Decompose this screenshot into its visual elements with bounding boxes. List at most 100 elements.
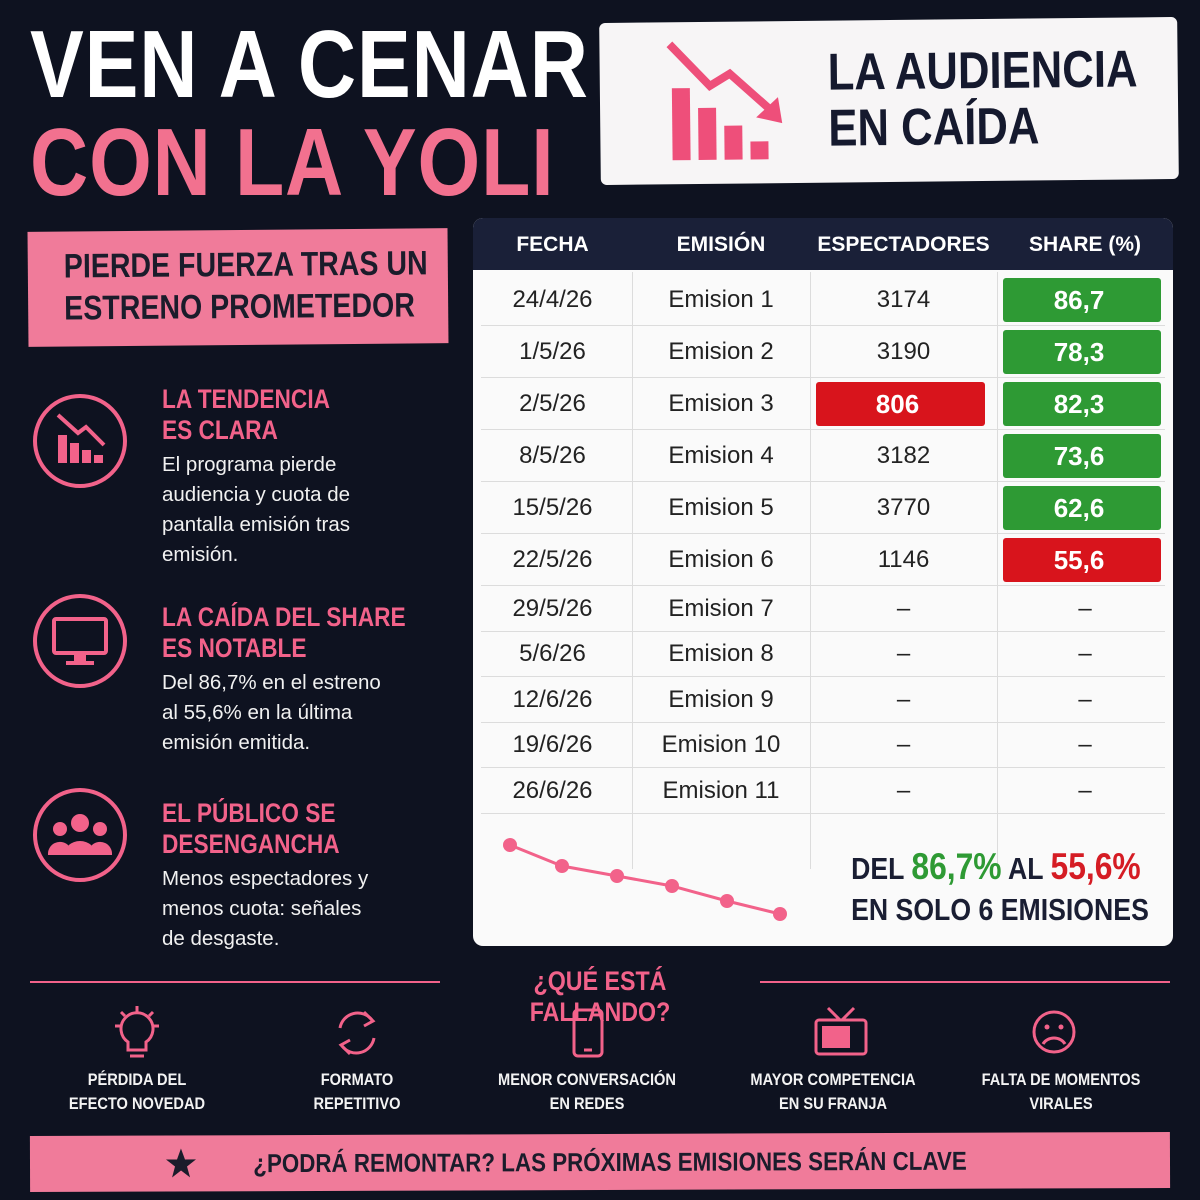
- point-text-line: emisión emitida.: [162, 731, 311, 754]
- table-cell: –: [896, 731, 911, 759]
- table-cell: –: [896, 776, 911, 804]
- row-separator: [481, 721, 1165, 723]
- table-cell: 3770: [876, 494, 931, 521]
- table-cell: Emision 7: [668, 594, 774, 622]
- table-cell: 806: [875, 388, 920, 419]
- footer-band: ¿PODRÁ REMONTAR? LAS PRÓXIMAS EMISIONES …: [29, 1132, 1171, 1192]
- point-title-line: DESENGANCHA: [162, 829, 340, 859]
- point-text-line: Del 86,7% en el estreno: [162, 671, 381, 694]
- badge-icon: [666, 41, 783, 161]
- data-panel: FECHA EMISIÓN ESPECTADORES SHARE (%) 24/4/26…: [473, 218, 1173, 946]
- table-cell: –: [1078, 731, 1092, 759]
- failing-item-line: PÉRDIDA DEL: [87, 1070, 187, 1089]
- point-text: Menos espectadores y menos cuota: señales…: [162, 864, 368, 954]
- point-title-line: ES CLARA: [162, 415, 278, 445]
- cell-highlight: [1003, 382, 1161, 426]
- table-cell: 26/6/26: [512, 776, 593, 804]
- title-line: VEN A CENAR: [30, 11, 589, 118]
- table-cell: Emision 6: [668, 546, 774, 573]
- row-separator: [481, 533, 1165, 534]
- title: VEN A CENAR CON LA YOLI: [30, 11, 695, 216]
- row-separator: [481, 429, 1165, 430]
- table-cell: 15/5/26: [512, 494, 593, 521]
- point-text-line: menos cuota: señales: [162, 897, 362, 920]
- summary-text: EN SOLO 6 EMISIONES: [851, 892, 1149, 927]
- point-text-line: emisión.: [162, 543, 239, 566]
- column-separator: [997, 272, 998, 869]
- column-header: EMISIÓN: [676, 233, 766, 256]
- title-line: CON LA YOLI: [30, 109, 555, 216]
- row-separator: [481, 812, 1165, 814]
- cell-highlight: [1003, 486, 1161, 530]
- table-cell: –: [896, 594, 911, 622]
- point-title-line: LA CAÍDA DEL SHARE: [162, 602, 406, 632]
- table-cell: 62,6: [1053, 492, 1105, 523]
- column-separator: [810, 272, 811, 869]
- failing-item-line: EN REDES: [549, 1094, 625, 1113]
- point-text-line: El programa pierde: [162, 453, 337, 476]
- table-cell: 82,3: [1053, 388, 1105, 419]
- cell-highlight: [1003, 278, 1161, 322]
- column-header: ESPECTADORES: [817, 233, 990, 256]
- badge-line: LA AUDIENCIA: [827, 40, 1138, 102]
- table-cell: Emision 3: [668, 390, 774, 417]
- row-separator: [481, 630, 1165, 632]
- table-cell: –: [1078, 685, 1092, 713]
- table-cell: 73,6: [1053, 440, 1105, 471]
- point-title: LA CAÍDA DEL SHARE ES NOTABLE: [162, 602, 452, 664]
- table-cell: Emision 5: [668, 494, 774, 521]
- subtitle-band: PIERDE FUERZA TRAS UN ESTRENO PROMETEDOR: [27, 228, 449, 347]
- failing-item: FORMATO REPETITIVO: [237, 1068, 477, 1116]
- table-cell: –: [1078, 640, 1092, 668]
- section-title: ¿QUÉ ESTÁ FALLANDO?: [529, 966, 671, 1027]
- failing-icons: [115, 1006, 1076, 1058]
- point-text-line: pantalla emisión tras: [162, 513, 351, 536]
- point-title: EL PÚBLICO SE DESENGANCHA: [162, 798, 374, 860]
- table-cell: Emision 9: [668, 685, 774, 713]
- table-cell: Emision 11: [662, 776, 780, 804]
- divider: [30, 981, 440, 983]
- failing-item: FALTA DE MOMENTOS VIRALES: [941, 1068, 1181, 1116]
- failing-item: MENOR CONVERSACIÓN EN REDES: [467, 1068, 707, 1116]
- table-cell: 1146: [877, 546, 930, 573]
- table-cell: 3182: [876, 442, 931, 469]
- point-title: LA TENDENCIA ES CLARA: [162, 384, 362, 446]
- point-title-line: EL PÚBLICO SE: [162, 798, 336, 828]
- table-cell: –: [1078, 594, 1092, 622]
- footer-text: ¿PODRÁ REMONTAR? LAS PRÓXIMAS EMISIONES …: [253, 1145, 967, 1179]
- table-cell: Emision 10: [661, 731, 781, 759]
- row-separator: [481, 585, 1165, 586]
- failing-item-line: MAYOR COMPETENCIA: [750, 1070, 916, 1089]
- table-cell: –: [896, 640, 911, 668]
- point-icons: [33, 394, 127, 882]
- point-text-line: audiencia y cuota de: [162, 483, 351, 506]
- table-cell: 3174: [876, 286, 931, 313]
- summary-text: DEL: [851, 851, 904, 886]
- cell-highlight: [1003, 538, 1161, 582]
- table-cell: 3190: [876, 338, 931, 365]
- summary-value: 55,6%: [1050, 846, 1141, 887]
- divider: [760, 981, 1170, 983]
- table-cell: 1/5/26: [519, 338, 586, 365]
- point-text-line: al 55,6% en la última: [162, 701, 353, 724]
- table-cell: 24/4/26: [512, 286, 593, 313]
- table-cell: 86,7: [1053, 284, 1105, 315]
- column-header: SHARE (%): [1028, 233, 1141, 256]
- table-cell: 2/5/26: [519, 390, 586, 417]
- failing-item-line: MENOR CONVERSACIÓN: [498, 1070, 676, 1089]
- failing-item-line: REPETITIVO: [313, 1094, 401, 1113]
- subtitle-line: ESTRENO PROMETEDOR: [64, 286, 416, 328]
- failing-item-line: FORMATO: [320, 1070, 394, 1089]
- point-text-line: Menos espectadores y: [162, 867, 369, 890]
- point-text-line: de desgaste.: [162, 927, 280, 950]
- point-text: Del 86,7% en el estreno al 55,6% en la úl…: [162, 668, 381, 758]
- star-icon: [165, 1148, 196, 1178]
- cell-highlight: [816, 382, 985, 426]
- table-cell: –: [896, 685, 911, 713]
- summary-value: 86,7%: [911, 846, 1002, 887]
- column-header: FECHA: [516, 233, 589, 256]
- table-cell: 55,6: [1053, 544, 1105, 575]
- badge-line: EN CAÍDA: [827, 97, 1040, 158]
- table-header: [473, 218, 1173, 270]
